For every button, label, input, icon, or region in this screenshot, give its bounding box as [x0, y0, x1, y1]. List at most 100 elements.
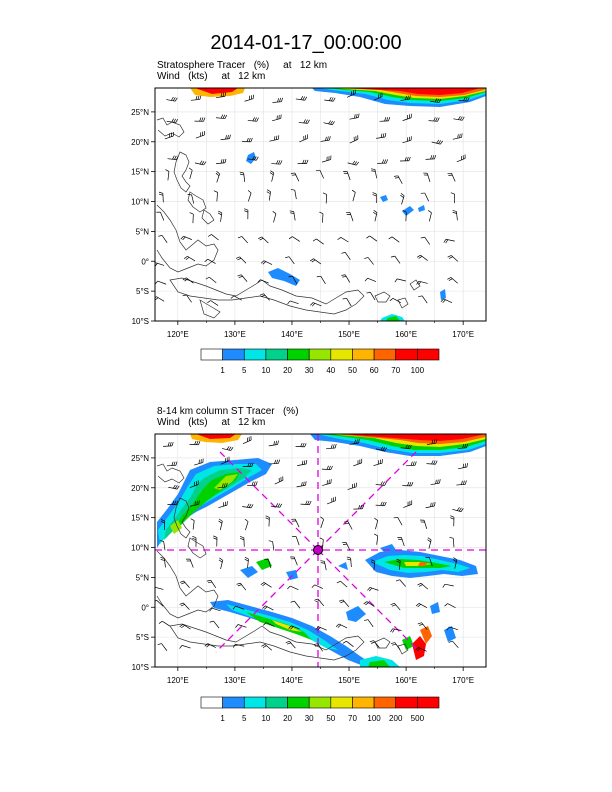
- wind-barb: [236, 582, 247, 591]
- colorbar-swatch: [265, 696, 288, 709]
- wind-barb: [430, 98, 442, 103]
- wind-barb: [190, 518, 195, 530]
- wind-barb: [160, 557, 166, 568]
- x-tick-label: 120°E: [167, 676, 189, 685]
- wind-barb: [367, 587, 379, 592]
- wind-barb: [458, 97, 470, 102]
- wind-barb: [349, 439, 360, 445]
- wind-barb: [420, 519, 428, 529]
- wind-barb: [262, 605, 274, 611]
- x-tick-label: 130°E: [224, 676, 246, 685]
- wind-barb: [257, 279, 269, 284]
- spoke-se: [317, 549, 421, 653]
- wind-barb: [346, 89, 356, 98]
- x-tick-label: 160°E: [395, 330, 417, 339]
- wind-barb: [390, 642, 401, 651]
- panel2-axis-ticks: 120°E 130°E 140°E 150°E 160°E 170°E 25°N 20°N 15…: [131, 454, 474, 685]
- wind-barb: [427, 210, 432, 222]
- colorbar-swatch: [308, 348, 332, 361]
- wind-barb: [288, 625, 300, 630]
- colorbar-2: 1 5 10 20 30 50 70 100 200 500: [200, 696, 440, 723]
- wind-barb: [257, 236, 269, 244]
- wind-barb: [285, 256, 295, 265]
- wind-barb: [179, 602, 190, 610]
- colorbar-label: 200: [389, 714, 403, 723]
- wind-barb: [216, 114, 228, 119]
- wind-barb: [427, 537, 432, 549]
- wind-barb: [442, 583, 454, 588]
- wind-barb: [452, 133, 463, 140]
- wind-barb: [182, 277, 194, 284]
- wind-barb: [158, 235, 168, 244]
- wind-barb: [155, 599, 164, 607]
- x-tick-label: 170°E: [452, 330, 474, 339]
- colorbar-swatch: [395, 348, 418, 361]
- wind-barb: [370, 168, 378, 179]
- p2-patch-se1: [346, 606, 366, 622]
- wind-barb: [189, 500, 200, 507]
- wind-barb: [364, 277, 377, 282]
- colorbar-label: 30: [305, 366, 314, 375]
- wind-barb: [268, 440, 279, 447]
- wind-barb: [194, 160, 207, 166]
- wind-barb: [195, 131, 205, 139]
- wind-barb: [264, 558, 272, 569]
- wind-barb: [220, 456, 230, 465]
- p1-tracer-left-red: [195, 88, 238, 94]
- y-tick-label: 5°S: [136, 287, 149, 296]
- wind-barb: [207, 300, 219, 306]
- wind-barb: [157, 643, 168, 651]
- wind-barb: [213, 190, 218, 202]
- wind-barb: [375, 446, 388, 452]
- wind-barb: [182, 294, 192, 303]
- wind-barb: [321, 155, 332, 163]
- wind-barb: [347, 482, 357, 490]
- wind-barb: [290, 556, 298, 566]
- wind-barb: [205, 276, 217, 284]
- wind-barb: [207, 234, 219, 241]
- wind-barb: [349, 135, 359, 144]
- colorbar-label: 5: [242, 366, 247, 375]
- x-tick-label: 140°E: [281, 330, 303, 339]
- p2-east-band-orange: [418, 562, 428, 566]
- wind-barb: [337, 237, 349, 243]
- wind-barb: [272, 114, 282, 122]
- wind-barb: [189, 212, 194, 224]
- wind-barb: [300, 500, 312, 505]
- wind-barb: [242, 436, 252, 445]
- wind-barb: [168, 484, 180, 490]
- wind-barb: [215, 171, 220, 183]
- wind-barb: [322, 192, 327, 204]
- x-tick-label: 120°E: [167, 330, 189, 339]
- wind-barb: [364, 257, 374, 265]
- wind-barb: [448, 640, 459, 649]
- wind-barb: [390, 602, 401, 611]
- panel2-label1: 8-14 km column ST Tracer (%): [157, 406, 299, 417]
- wind-barb: [390, 255, 401, 264]
- wind-barb: [247, 190, 252, 202]
- wind-barb: [402, 136, 412, 144]
- wind-barb: [179, 645, 191, 649]
- wind-barb: [456, 154, 466, 163]
- p2-patch-mid2: [256, 558, 272, 570]
- wind-barb: [339, 599, 350, 607]
- wind-barb: [189, 440, 201, 446]
- y-tick-label: 0°: [141, 603, 149, 612]
- p2-patch-bottom2: [368, 660, 390, 667]
- p1-patch-philippines-sea: [246, 152, 256, 164]
- wind-barb: [452, 557, 458, 569]
- wind-barb: [417, 582, 429, 590]
- wind-barb: [232, 643, 245, 648]
- colorbar-swatch: [330, 348, 353, 361]
- wind-barb: [346, 212, 354, 222]
- colorbar-label: 30: [305, 714, 314, 723]
- wind-barb: [180, 235, 192, 241]
- p2-patch-mid1: [240, 566, 258, 578]
- wind-barb: [179, 624, 191, 630]
- wind-barb: [190, 95, 202, 101]
- wind-barb: [237, 274, 248, 282]
- colorbar-label: 20: [283, 714, 292, 723]
- colorbar-swatch: [308, 696, 332, 709]
- wind-barb: [370, 559, 376, 571]
- wind-barb: [447, 277, 458, 284]
